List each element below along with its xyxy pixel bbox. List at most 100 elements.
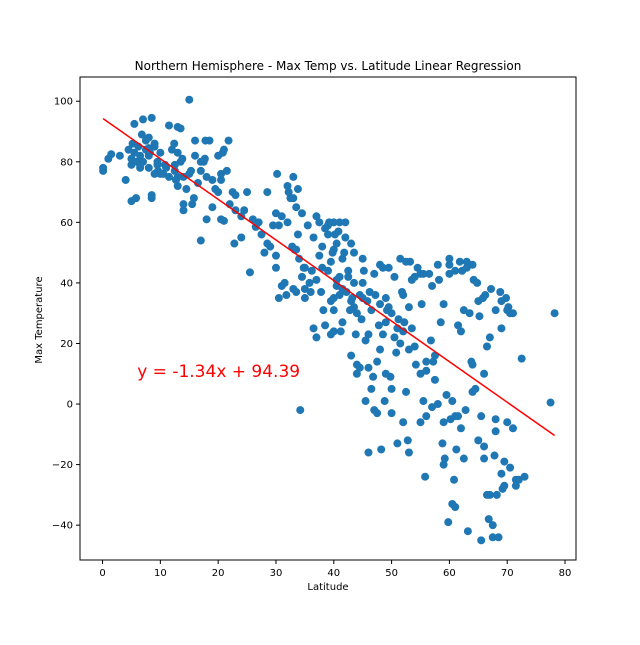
scatter-point: [341, 218, 350, 227]
scatter-point: [324, 230, 332, 239]
scatter-point: [277, 212, 286, 221]
scatter-point: [193, 178, 202, 187]
scatter-point: [481, 291, 490, 300]
scatter-point: [186, 166, 195, 175]
scatter-point: [344, 266, 353, 275]
scatter-point: [132, 194, 141, 203]
scatter-point: [334, 227, 343, 236]
scatter-point: [185, 95, 194, 104]
scatter-point: [520, 472, 529, 481]
scatter-point: [162, 163, 171, 172]
scatter-point: [144, 133, 153, 142]
y-tick-label: 40: [60, 278, 73, 289]
scatter-point: [387, 309, 396, 318]
scatter-point: [176, 124, 185, 133]
scatter-point: [351, 330, 360, 339]
scatter-point: [350, 248, 359, 257]
scatter-point: [312, 212, 321, 221]
scatter-point: [107, 150, 116, 159]
scatter-point: [461, 406, 470, 415]
scatter-point: [430, 375, 439, 384]
scatter-point: [399, 291, 408, 300]
scatter-point: [147, 191, 156, 200]
scatter-point: [404, 448, 413, 457]
scatter-point: [369, 372, 378, 381]
x-tick-label: 50: [385, 568, 398, 579]
scatter-point: [359, 266, 368, 275]
scatter-point: [352, 309, 361, 318]
scatter-point: [445, 260, 454, 269]
scatter-point: [292, 245, 301, 254]
scatter-point: [390, 333, 399, 342]
scatter-point: [188, 200, 197, 209]
scatter-point: [156, 148, 165, 157]
scatter-point: [214, 188, 223, 197]
scatter-point: [347, 239, 356, 248]
scatter-point: [173, 172, 182, 181]
scatter-point: [422, 357, 431, 366]
scatter-point: [139, 115, 148, 124]
scatter-point: [374, 321, 383, 330]
scatter-point: [254, 218, 263, 227]
y-tick-label: 60: [60, 218, 73, 229]
scatter-point: [179, 206, 188, 215]
scatter-point: [336, 327, 345, 336]
scatter-point: [376, 345, 385, 354]
scatter-point: [452, 445, 461, 454]
scatter-point: [309, 324, 318, 333]
scatter-point: [380, 397, 389, 406]
scatter-point: [490, 451, 499, 460]
scatter-point: [384, 263, 393, 272]
scatter-point: [404, 303, 413, 312]
scatter-point: [436, 318, 445, 327]
scatter-point: [403, 436, 412, 445]
scatter-point: [433, 400, 442, 409]
scatter-point: [439, 418, 448, 427]
scatter-point: [442, 390, 451, 399]
scatter-point: [245, 268, 254, 277]
scatter-point: [283, 218, 292, 227]
scatter-point: [500, 481, 509, 490]
x-tick-label: 40: [327, 568, 340, 579]
scatter-point: [376, 300, 385, 309]
x-tick-label: 30: [270, 568, 283, 579]
scatter-point: [399, 418, 408, 427]
scatter-point: [487, 284, 496, 293]
scatter-point: [352, 369, 361, 378]
scatter-point: [491, 427, 500, 436]
scatter-point: [399, 327, 408, 336]
scatter-point: [488, 521, 497, 530]
scatter-point: [191, 136, 200, 145]
scatter-point: [506, 463, 515, 472]
scatter-point: [257, 230, 266, 239]
y-tick-label: 20: [60, 339, 73, 350]
scatter-point: [335, 291, 344, 300]
scatter-point: [468, 260, 477, 269]
scatter-point: [274, 294, 283, 303]
scatter-point: [417, 300, 426, 309]
scatter-point: [315, 218, 324, 227]
scatter-point: [348, 294, 357, 303]
axes-frame: [79, 76, 577, 561]
scatter-point: [300, 294, 309, 303]
scatter-point: [517, 354, 526, 363]
scatter-point: [471, 384, 480, 393]
scatter-point: [284, 188, 293, 197]
scatter-point: [170, 139, 179, 148]
scatter-point: [332, 239, 341, 248]
scatter-point: [400, 318, 409, 327]
scatter-point: [243, 188, 252, 197]
scatter-point: [324, 266, 332, 275]
scatter-point: [454, 321, 463, 330]
x-tick-label: 0: [99, 568, 105, 579]
scatter-point: [439, 460, 448, 469]
scatter-point: [497, 469, 506, 478]
scatter-point: [373, 357, 382, 366]
scatter-point: [455, 257, 464, 266]
x-tick-label: 70: [501, 568, 514, 579]
scatter-point: [230, 239, 239, 248]
scatter-point: [371, 291, 380, 300]
scatter-point: [434, 275, 443, 284]
scatter-point: [440, 454, 449, 463]
scatter-point: [456, 327, 465, 336]
